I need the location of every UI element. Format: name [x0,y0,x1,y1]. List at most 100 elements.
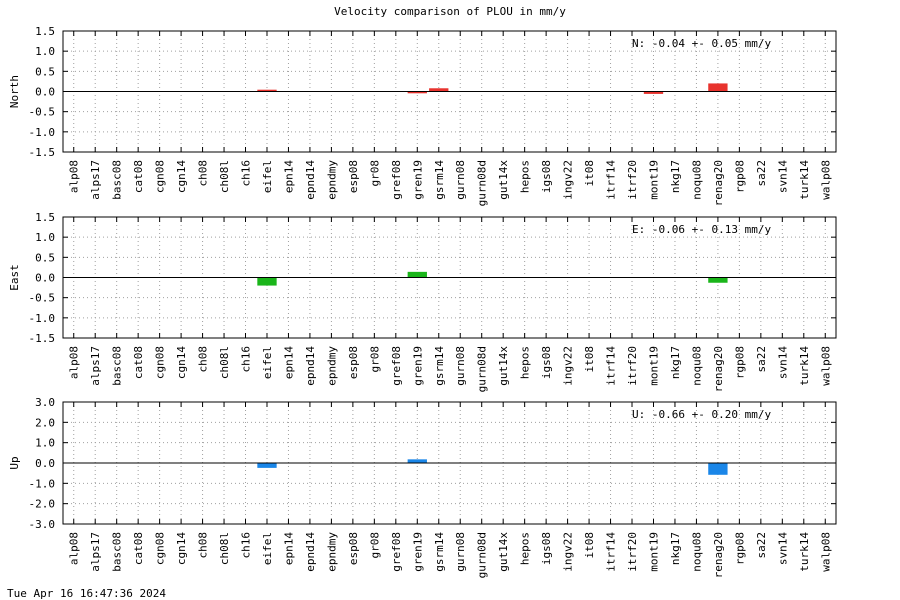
x-tick-label: epn14 [282,346,295,379]
x-tick-label: itrf20 [626,532,639,572]
x-tick-label: gren19 [411,532,424,572]
x-tick-label: eifel [261,532,274,565]
y-tick-label: -2.0 [29,498,56,511]
x-tick-label: turk14 [798,346,811,386]
x-tick-label: hepos [519,346,532,379]
x-tick-label: ch16 [240,532,253,559]
x-tick-label: ch08l [218,346,231,379]
x-tick-label: gren19 [411,346,424,386]
x-tick-label: gren19 [411,160,424,200]
x-tick-label: nkg17 [669,346,682,379]
x-tick-label: cat08 [132,532,145,565]
x-tick-label: mont19 [647,160,660,200]
y-tick-label: -3.0 [29,518,56,531]
x-tick-label: turk14 [798,160,811,200]
x-tick-label: itrf14 [605,160,618,200]
x-tick-label: renag20 [712,346,725,392]
bar-renag20 [708,463,728,475]
x-tick-label: turk14 [798,532,811,572]
x-tick-label: ch08 [197,532,210,559]
x-tick-label: cgn08 [154,346,167,379]
x-tick-label: walp08 [819,160,832,200]
y-tick-label: 1.0 [35,231,55,244]
x-tick-label: mont19 [647,346,660,386]
x-tick-label: gsrm14 [433,346,446,386]
x-tick-label: gr08 [368,346,381,373]
x-tick-label: gut14x [497,532,510,572]
bar-eifel [257,89,277,92]
y-tick-label: 1.5 [35,211,55,224]
x-tick-label: cat08 [132,346,145,379]
x-tick-label: itrf20 [626,160,639,200]
chart-title: Velocity comparison of PLOU in mm/y [334,5,566,18]
x-tick-label: gr08 [368,532,381,559]
y-tick-label: -0.5 [29,292,56,305]
x-tick-label: basc08 [111,532,124,572]
x-tick-label: noqu08 [690,160,703,200]
x-tick-label: rgp08 [733,532,746,565]
y-tick-label: -1.0 [29,126,56,139]
x-tick-label: it08 [583,160,596,187]
y-tick-label: 0.0 [35,272,55,285]
x-tick-label: hepos [519,532,532,565]
x-tick-label: rgp08 [733,346,746,379]
x-tick-label: nkg17 [669,532,682,565]
x-tick-label: nkg17 [669,160,682,193]
y-tick-label: 0.5 [35,251,55,264]
y-tick-label: -1.5 [29,332,56,345]
bar-eifel [257,463,277,468]
x-tick-label: cat08 [132,160,145,193]
x-tick-label: esp08 [347,160,360,193]
x-tick-label: alps17 [89,160,102,200]
x-tick-label: epn14 [282,160,295,193]
y-tick-label: 1.5 [35,25,55,38]
y-tick-label: -1.0 [29,312,56,325]
x-tick-label: gurn08 [454,160,467,200]
x-tick-label: gurn08d [476,346,489,392]
x-tick-label: ch16 [240,346,253,373]
x-tick-label: epn14 [282,532,295,565]
x-tick-label: cgn08 [154,160,167,193]
y-axis-label: North [8,75,21,108]
x-tick-label: esp08 [347,532,360,565]
x-tick-label: epndmy [325,346,338,386]
x-tick-label: mont19 [647,532,660,572]
x-tick-label: cgn08 [154,532,167,565]
chart-panel-east: 1.5 1.0 0.5 0.0 -0.5 -1.0 -1.5 alp08 alps17 basc0… [8,211,837,392]
x-tick-label: eifel [261,346,274,379]
x-tick-label: cgn14 [175,346,188,379]
bar-gren19 [407,91,427,94]
stats-annotation: E: -0.06 +- 0.13 mm/y [632,223,771,236]
bar-mont19 [643,91,664,94]
x-tick-label: svn14 [776,160,789,193]
bar-gsrm14 [429,88,449,92]
x-tick-label: gref08 [390,160,403,200]
stats-annotation: U: -0.66 +- 0.20 mm/y [632,408,771,421]
x-tick-label: esp08 [347,346,360,379]
bar-renag20 [708,83,728,92]
y-tick-label: 0.0 [35,457,55,470]
timestamp: Tue Apr 16 16:47:36 2024 [7,587,166,600]
x-tick-label: ch08l [218,532,231,565]
x-tick-label: sa22 [755,346,768,373]
x-tick-label: ch08l [218,160,231,193]
x-tick-label: alp08 [68,532,81,565]
x-tick-label: igs08 [540,160,553,193]
x-tick-label: renag20 [712,532,725,578]
x-tick-label: basc08 [111,160,124,200]
y-tick-label: 2.0 [35,416,55,429]
chart-panel-north: 1.5 1.0 0.5 0.0 -0.5 -1.0 -1.5 alp08 alps17 basc0… [8,25,837,206]
x-tick-label: svn14 [776,532,789,565]
x-tick-label: it08 [583,532,596,559]
x-tick-label: epnd14 [304,532,317,572]
y-tick-label: -0.5 [29,106,56,119]
x-tick-label: sa22 [755,532,768,559]
bar-gren19 [407,271,427,278]
x-tick-label: ch08 [197,160,210,187]
x-tick-label: gurn08d [476,160,489,206]
x-tick-label: gsrm14 [433,160,446,200]
x-tick-label: gref08 [390,532,403,572]
x-tick-label: cgn14 [175,160,188,193]
x-tick-label: sa22 [755,160,768,187]
